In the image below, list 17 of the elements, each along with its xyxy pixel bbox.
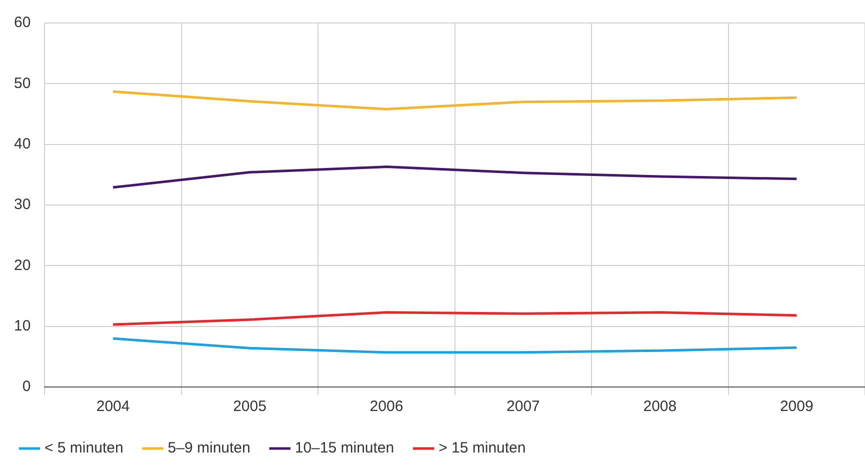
x-tick-label: 2004 (96, 398, 130, 416)
y-tick-label: 40 (14, 135, 31, 152)
legend-label: 5–9 minuten (168, 440, 250, 457)
y-tick-label: 10 (14, 317, 31, 334)
legend-label: 10–15 minuten (294, 440, 394, 457)
x-tick-label: 2006 (370, 398, 404, 416)
legend-label: > 15 minuten (438, 440, 526, 457)
x-tick-label: 2005 (233, 398, 266, 416)
legend-label: < 5 minuten (44, 440, 124, 457)
y-tick-label: 0 (22, 378, 31, 396)
y-tick-label: 50 (14, 74, 31, 92)
y-tick-label: 20 (14, 256, 31, 274)
x-tick-label: 2007 (506, 398, 540, 416)
x-tick-label: 2008 (643, 398, 677, 416)
y-tick-label: 30 (14, 196, 31, 214)
y-tick-label: 60 (14, 14, 31, 32)
x-tick-label: 2009 (780, 398, 814, 416)
